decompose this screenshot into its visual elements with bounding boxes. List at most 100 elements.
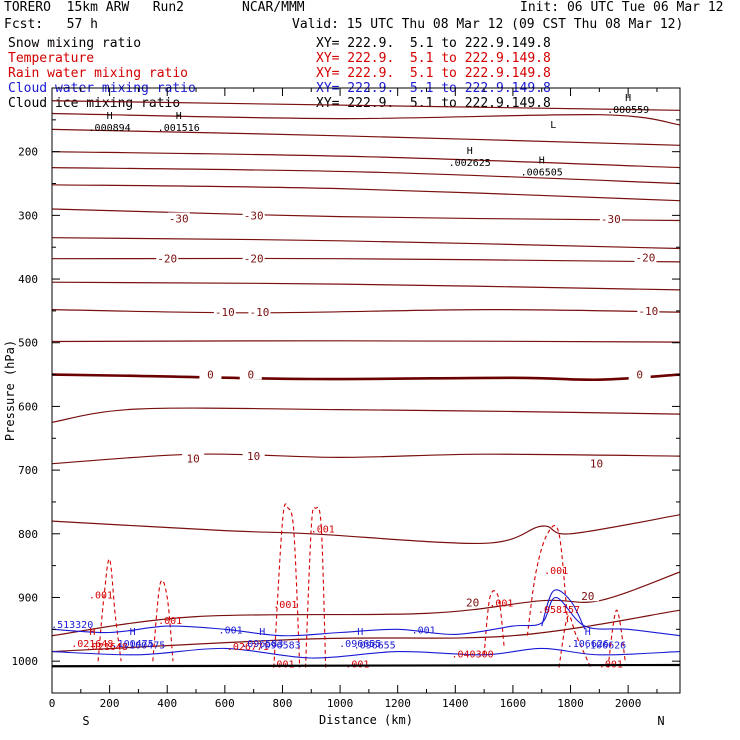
- contour-label: .001: [273, 600, 297, 611]
- cloud-water-contour: [541, 589, 586, 630]
- isotherm-label: 0: [636, 369, 643, 382]
- label-backdrop: [156, 252, 179, 264]
- label-backdrop: [461, 596, 484, 608]
- y-tick-label: 200: [18, 146, 38, 159]
- high-marker: H: [585, 627, 591, 638]
- isotherm-label: 20: [466, 597, 479, 610]
- forecast-hour: Fcst: 57 h: [4, 17, 98, 32]
- high-marker: H: [107, 111, 113, 122]
- high-marker: H: [467, 146, 473, 157]
- x-tick-label: 1800: [557, 697, 584, 710]
- y-tick-label: 500: [18, 337, 38, 350]
- x-tick-label: 1200: [384, 697, 411, 710]
- isotherm-line: [52, 453, 680, 465]
- field-xy-temperature: XY= 222.9. 5.1 to 222.9.149.8: [316, 51, 551, 66]
- contour-label: .021648: [86, 642, 128, 653]
- high-marker: H: [89, 627, 95, 638]
- ground-line: [52, 663, 680, 668]
- contour-label: .001: [412, 625, 436, 636]
- contour-label: .513320: [51, 620, 93, 631]
- isotherm-label: 10: [187, 453, 200, 466]
- x-tick-label: 800: [273, 697, 293, 710]
- isotherm-line: [52, 281, 680, 291]
- north-label: N: [657, 714, 664, 728]
- high-value: .001516: [158, 123, 200, 134]
- contour-label: .058157: [538, 605, 580, 616]
- high-value: .000559: [607, 105, 649, 116]
- label-backdrop: [199, 368, 222, 380]
- isotherm-label: -30: [601, 213, 621, 226]
- label-backdrop: [637, 304, 660, 316]
- isotherm-label: -30: [169, 213, 189, 226]
- isotherm-line: [52, 257, 680, 263]
- rain-contour: [526, 525, 569, 636]
- low-marker: L: [550, 120, 556, 131]
- rain-contour: [273, 503, 301, 668]
- model-title: TORERO 15km ARW Run2: [4, 0, 185, 15]
- high-value: .006505: [521, 168, 563, 179]
- isotherm-label: -20: [157, 253, 177, 266]
- label-backdrop: [576, 590, 599, 602]
- x-tick-label: 2000: [615, 697, 642, 710]
- isotherm-line: [52, 340, 680, 343]
- x-tick-label: 400: [157, 697, 177, 710]
- high-marker: H: [357, 627, 363, 638]
- label-backdrop: [634, 251, 657, 263]
- isotherm-label: -10: [638, 305, 658, 318]
- y-tick-label: 1000: [12, 655, 39, 668]
- label-backdrop: [248, 306, 271, 318]
- rain-contour: [152, 579, 174, 662]
- y-axis-title: Pressure (hPa): [3, 340, 17, 441]
- isotherm-label: -30: [244, 209, 264, 222]
- label-backdrop: [242, 252, 265, 264]
- contour-label: .001: [219, 625, 243, 636]
- isotherm-line: [52, 208, 680, 222]
- isotherm-line: [52, 128, 680, 146]
- high-value: .021648: [71, 639, 113, 650]
- isotherm-label: 20: [581, 590, 594, 603]
- label-backdrop: [239, 368, 262, 380]
- org-label: NCAR/MMM: [242, 0, 305, 15]
- y-tick-label: 800: [18, 528, 38, 541]
- contour-label: .001: [311, 525, 335, 536]
- cloud-water-contour: [52, 596, 680, 637]
- high-marker: H: [625, 93, 631, 104]
- contour-label: .001: [489, 599, 513, 610]
- x-axis-title: Distance (km): [319, 713, 413, 727]
- rain-contour: [483, 590, 505, 655]
- contour-label: .026771: [227, 642, 269, 653]
- isotherm-label: -20: [244, 253, 264, 266]
- isotherm-line: [52, 308, 680, 314]
- y-tick-label: 900: [18, 591, 38, 604]
- high-value: .000894: [89, 123, 131, 134]
- label-backdrop: [182, 452, 205, 464]
- field-name-rain: Rain water mixing ratio: [8, 66, 189, 81]
- x-tick-label: 0: [49, 697, 56, 710]
- isotherm-line: [52, 167, 680, 185]
- x-tick-label: 1600: [500, 697, 527, 710]
- label-backdrop: [213, 306, 236, 318]
- y-tick-label: 700: [18, 464, 38, 477]
- contour-label: .001: [89, 590, 113, 601]
- isotherm-label: 10: [590, 458, 603, 471]
- high-marker: H: [539, 156, 545, 167]
- contour-label: .001: [158, 616, 182, 627]
- init-time: Init: 06 UTC Tue 06 Mar 12: [520, 0, 724, 15]
- rain-contour: [558, 615, 592, 668]
- isotherm-label: 10: [247, 450, 260, 463]
- high-value: .096583: [241, 639, 283, 650]
- high-marker: H: [176, 111, 182, 122]
- x-tick-label: 1000: [327, 697, 354, 710]
- isotherm-label: 0: [247, 369, 254, 382]
- isotherm-label: -10: [215, 306, 235, 319]
- contour-label: .040300: [452, 650, 494, 661]
- label-backdrop: [242, 209, 265, 221]
- isotherm-line: [52, 184, 680, 202]
- y-tick-label: 600: [18, 400, 38, 413]
- contour-label: .001: [544, 566, 568, 577]
- isotherm-line: [52, 100, 680, 111]
- label-backdrop: [167, 212, 190, 224]
- high-value: .096655: [339, 639, 381, 650]
- high-value: .002625: [449, 158, 491, 169]
